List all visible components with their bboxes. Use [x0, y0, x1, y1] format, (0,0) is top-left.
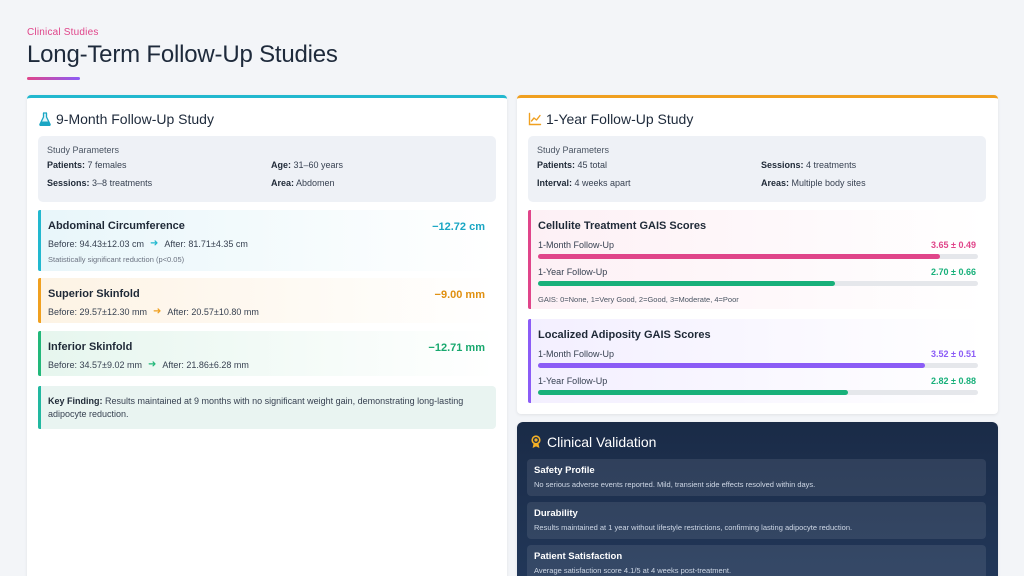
metric-name: Abdominal Circumference [48, 220, 185, 232]
arrow-right-icon: ➜ [150, 238, 159, 249]
gais-title: Cellulite Treatment GAIS Scores [538, 220, 707, 232]
validation-card-title: Clinical Validation [529, 434, 656, 450]
metric-change: −9.00 mm [434, 289, 485, 301]
param-sessions: Sessions: 3–8 treatments [47, 178, 153, 188]
adiposity-gais-panel: Localized Adiposity GAIS Scores 1-Month … [528, 319, 986, 403]
metric-change: −12.72 cm [432, 221, 485, 233]
metric-name: Superior Skinfold [48, 288, 140, 300]
gais-bar-track [538, 254, 978, 259]
validation-safety-profile: Safety Profile No serious adverse events… [527, 459, 986, 496]
flask-icon [38, 112, 52, 126]
page-eyebrow: Clinical Studies [27, 27, 99, 38]
key-finding-text: Results maintained at 9 months with no s… [48, 396, 464, 420]
gais-row-1-month: 1-Month Follow-Up 3.52 ± 0.51 [538, 349, 978, 368]
metric-before: Before: 29.57±12.30 mm [48, 306, 147, 317]
param-age: Age: 31–60 years [271, 160, 344, 170]
validation-durability: Durability Results maintained at 1 year … [527, 502, 986, 539]
key-finding: Key Finding: Results maintained at 9 mon… [38, 386, 496, 429]
params-title: Study Parameters [537, 145, 610, 155]
nine-month-card-title: 9-Month Follow-Up Study [38, 111, 214, 127]
key-finding-label: Key Finding: [48, 396, 103, 406]
gais-bar-track [538, 390, 978, 395]
params-title: Study Parameters [47, 145, 120, 155]
cellulite-gais-panel: Cellulite Treatment GAIS Scores 1-Month … [528, 210, 986, 309]
metric-abdominal-circumference: Abdominal Circumference Before: 94.43±12… [38, 210, 496, 271]
gais-bar-fill [538, 281, 835, 286]
chart-line-icon [528, 112, 542, 126]
gais-bar-fill [538, 363, 926, 368]
gais-row-label: 1-Year Follow-Up [538, 267, 608, 277]
gais-legend-note: GAIS: 0=None, 1=Very Good, 2=Good, 3=Mod… [538, 295, 739, 304]
one-year-params: Study Parameters Patients: 45 total Sess… [528, 136, 986, 202]
nine-month-title-text: 9-Month Follow-Up Study [56, 111, 214, 127]
page-header: Clinical Studies Long-Term Follow-Up Stu… [27, 27, 338, 80]
metric-change: −12.71 mm [428, 342, 485, 354]
validation-patient-satisfaction: Patient Satisfaction Average satisfactio… [527, 545, 986, 576]
title-underline [27, 77, 80, 80]
metric-after: After: 20.57±10.80 mm [167, 306, 259, 317]
param-area: Area: Abdomen [271, 178, 335, 188]
page-title: Long-Term Follow-Up Studies [27, 41, 338, 68]
nine-month-params: Study Parameters Patients: 7 females Age… [38, 136, 496, 202]
gais-bar-track [538, 281, 978, 286]
gais-row-value: 3.52 ± 0.51 [931, 349, 976, 359]
metric-inferior-skinfold: Inferior Skinfold Before: 34.57±9.02 mm … [38, 331, 496, 376]
arrow-right-icon: ➜ [153, 306, 162, 317]
gais-row-value: 3.65 ± 0.49 [931, 240, 976, 250]
param-interval: Interval: 4 weeks apart [537, 178, 631, 188]
param-sessions: Sessions: 4 treatments [761, 160, 857, 170]
validation-item-title: Durability [534, 508, 578, 519]
validation-item-desc: Results maintained at 1 year without lif… [534, 523, 853, 532]
one-year-study-card: 1-Year Follow-Up Study Study Parameters … [517, 95, 998, 414]
validation-item-title: Patient Satisfaction [534, 551, 623, 562]
gais-bar-fill [538, 254, 940, 259]
metric-name: Inferior Skinfold [48, 341, 133, 353]
metric-after: After: 21.86±6.28 mm [162, 359, 249, 370]
gais-row-1-year: 1-Year Follow-Up 2.82 ± 0.88 [538, 376, 978, 395]
param-areas: Areas: Multiple body sites [761, 178, 866, 188]
validation-item-desc: Average satisfaction score 4.1/5 at 4 we… [534, 566, 732, 575]
metric-after: After: 81.71±4.35 cm [164, 238, 248, 249]
gais-row-label: 1-Month Follow-Up [538, 349, 615, 359]
validation-item-title: Safety Profile [534, 465, 595, 476]
validation-title-text: Clinical Validation [547, 434, 657, 450]
gais-bar-track [538, 363, 978, 368]
gais-row-1-month: 1-Month Follow-Up 3.65 ± 0.49 [538, 240, 978, 259]
one-year-card-title: 1-Year Follow-Up Study [528, 111, 693, 127]
gais-row-label: 1-Year Follow-Up [538, 376, 608, 386]
clinical-validation-card: Clinical Validation Safety Profile No se… [517, 422, 998, 576]
metric-before: Before: 94.43±12.03 cm [48, 238, 144, 249]
metric-before: Before: 34.57±9.02 mm [48, 359, 142, 370]
nine-month-study-card: 9-Month Follow-Up Study Study Parameters… [27, 95, 507, 576]
metric-superior-skinfold: Superior Skinfold Before: 29.57±12.30 mm… [38, 278, 496, 323]
gais-row-label: 1-Month Follow-Up [538, 240, 615, 250]
award-ribbon-icon [529, 435, 543, 449]
gais-title: Localized Adiposity GAIS Scores [538, 329, 711, 341]
gais-bar-fill [538, 390, 849, 395]
arrow-right-icon: ➜ [148, 359, 157, 370]
validation-item-desc: No serious adverse events reported. Mild… [534, 480, 816, 489]
gais-row-value: 2.70 ± 0.66 [931, 267, 976, 277]
param-patients: Patients: 7 females [47, 160, 127, 170]
param-patients: Patients: 45 total [537, 160, 608, 170]
gais-row-value: 2.82 ± 0.88 [931, 376, 976, 386]
metric-note: Statistically significant reduction (p<0… [48, 255, 185, 264]
one-year-title-text: 1-Year Follow-Up Study [546, 111, 694, 127]
gais-row-1-year: 1-Year Follow-Up 2.70 ± 0.66 [538, 267, 978, 286]
